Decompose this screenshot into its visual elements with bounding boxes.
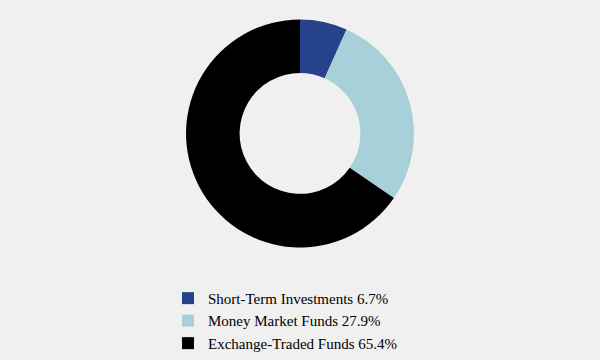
svg-text:Short-Term Investments 6.7%: Short-Term Investments 6.7%: [208, 291, 388, 307]
svg-text:Exchange-Traded Funds 65.4%: Exchange-Traded Funds 65.4%: [208, 336, 397, 352]
svg-text:Money Market Funds 27.9%: Money Market Funds 27.9%: [208, 313, 381, 329]
